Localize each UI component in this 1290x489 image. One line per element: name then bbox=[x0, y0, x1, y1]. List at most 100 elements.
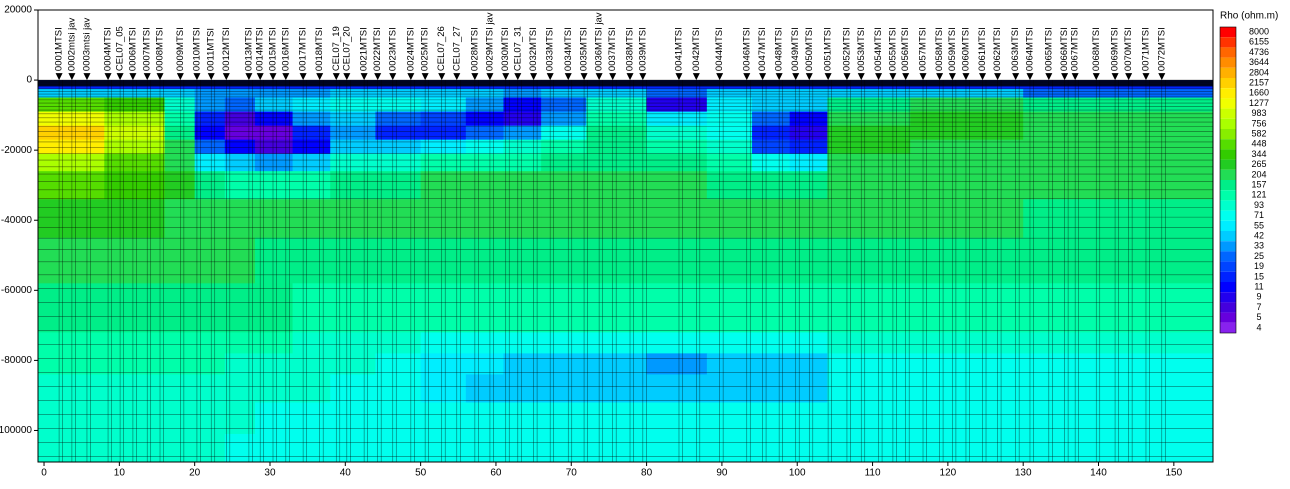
y-tick-label: -60000 bbox=[1, 285, 33, 296]
cell bbox=[330, 402, 376, 435]
cell bbox=[752, 97, 791, 113]
station-marker bbox=[360, 73, 368, 81]
cell bbox=[503, 433, 542, 463]
cell bbox=[465, 332, 504, 354]
cell bbox=[465, 139, 504, 155]
station-marker bbox=[104, 73, 112, 81]
x-tick-label: 120 bbox=[940, 468, 957, 479]
station-marker bbox=[979, 73, 987, 81]
colorbar-swatch bbox=[1220, 200, 1236, 211]
surface-band bbox=[38, 80, 1213, 87]
station-label: 0034MTSI bbox=[563, 27, 574, 71]
station-label: 0004MTSI bbox=[103, 27, 114, 71]
cell bbox=[827, 199, 911, 239]
cell bbox=[586, 171, 648, 200]
cell bbox=[789, 402, 828, 435]
station-marker bbox=[332, 73, 340, 81]
station-label: 0024MTSI bbox=[405, 27, 416, 71]
cell bbox=[292, 88, 331, 99]
cell bbox=[104, 283, 166, 333]
colorbar-swatch bbox=[1220, 282, 1236, 293]
cell bbox=[646, 125, 708, 141]
cell bbox=[330, 199, 376, 239]
colorbar-label: 5 bbox=[1256, 312, 1261, 322]
station-marker bbox=[68, 73, 76, 81]
cell bbox=[503, 88, 542, 99]
cell bbox=[292, 402, 331, 435]
cell bbox=[330, 332, 376, 354]
colorbar-label: 33 bbox=[1254, 241, 1264, 251]
cell bbox=[541, 433, 587, 463]
station-marker bbox=[407, 73, 415, 81]
cell bbox=[827, 171, 911, 200]
station-label: 0046MTSI bbox=[741, 27, 752, 71]
cell bbox=[420, 199, 467, 239]
cell bbox=[254, 283, 294, 333]
station-marker bbox=[530, 73, 538, 81]
cell bbox=[104, 402, 166, 435]
cell bbox=[104, 433, 166, 463]
colorbar-label: 2804 bbox=[1249, 67, 1269, 77]
cell bbox=[541, 88, 587, 99]
colorbar-label: 15 bbox=[1254, 271, 1264, 281]
cell bbox=[375, 139, 422, 155]
cell bbox=[224, 374, 256, 403]
colorbar-swatch bbox=[1220, 78, 1236, 89]
station-label: 0006MTSI bbox=[127, 27, 138, 71]
cell bbox=[292, 332, 331, 354]
station-marker bbox=[857, 73, 865, 81]
cell bbox=[292, 353, 331, 375]
cell bbox=[292, 433, 331, 463]
cell bbox=[104, 111, 166, 127]
cell bbox=[330, 153, 376, 172]
cell bbox=[541, 111, 587, 127]
colorbar-swatch bbox=[1220, 302, 1236, 313]
colorbar-swatch bbox=[1220, 98, 1236, 109]
station-label: 0063MTSI bbox=[1010, 27, 1021, 71]
station-label: 0052MTSI bbox=[841, 27, 852, 71]
station-label: 0002mtsi jav bbox=[66, 17, 77, 71]
cell bbox=[465, 125, 504, 141]
station-label: 0068MTSI bbox=[1091, 27, 1102, 71]
cell bbox=[194, 153, 226, 172]
cell bbox=[224, 171, 256, 200]
cell bbox=[586, 199, 648, 239]
x-tick-label: 0 bbox=[41, 468, 47, 479]
cell bbox=[254, 374, 294, 403]
colorbar-swatch bbox=[1220, 241, 1236, 252]
station-marker bbox=[453, 73, 461, 81]
cell bbox=[330, 374, 376, 403]
cell bbox=[503, 139, 542, 155]
station-marker bbox=[1092, 73, 1100, 81]
station-marker bbox=[805, 73, 813, 81]
station-marker bbox=[564, 73, 572, 81]
cell bbox=[586, 237, 648, 284]
colorbar-label: 55 bbox=[1254, 220, 1264, 230]
x-tick-label: 110 bbox=[865, 468, 881, 479]
colorbar-label: 11 bbox=[1254, 281, 1263, 291]
cell bbox=[646, 433, 708, 463]
cell bbox=[224, 199, 256, 239]
station-marker bbox=[316, 73, 324, 81]
cell bbox=[104, 374, 166, 403]
station-label: 0060MTSI bbox=[960, 27, 971, 71]
cell bbox=[752, 88, 791, 99]
cell bbox=[164, 153, 196, 172]
cell bbox=[541, 171, 587, 200]
cell bbox=[194, 332, 226, 354]
station-marker bbox=[176, 73, 184, 81]
cell bbox=[503, 153, 542, 172]
colorbar-label: 448 bbox=[1251, 139, 1266, 149]
cell bbox=[194, 111, 226, 127]
cell bbox=[465, 353, 504, 375]
station-marker bbox=[962, 73, 970, 81]
colorbar-label: 4 bbox=[1256, 322, 1261, 332]
station-label: 0033MTSI bbox=[545, 27, 556, 71]
cell bbox=[910, 153, 1024, 172]
cell bbox=[503, 374, 542, 403]
cell bbox=[541, 97, 587, 113]
cell bbox=[375, 402, 422, 435]
cell bbox=[827, 283, 911, 333]
cell bbox=[224, 139, 256, 155]
